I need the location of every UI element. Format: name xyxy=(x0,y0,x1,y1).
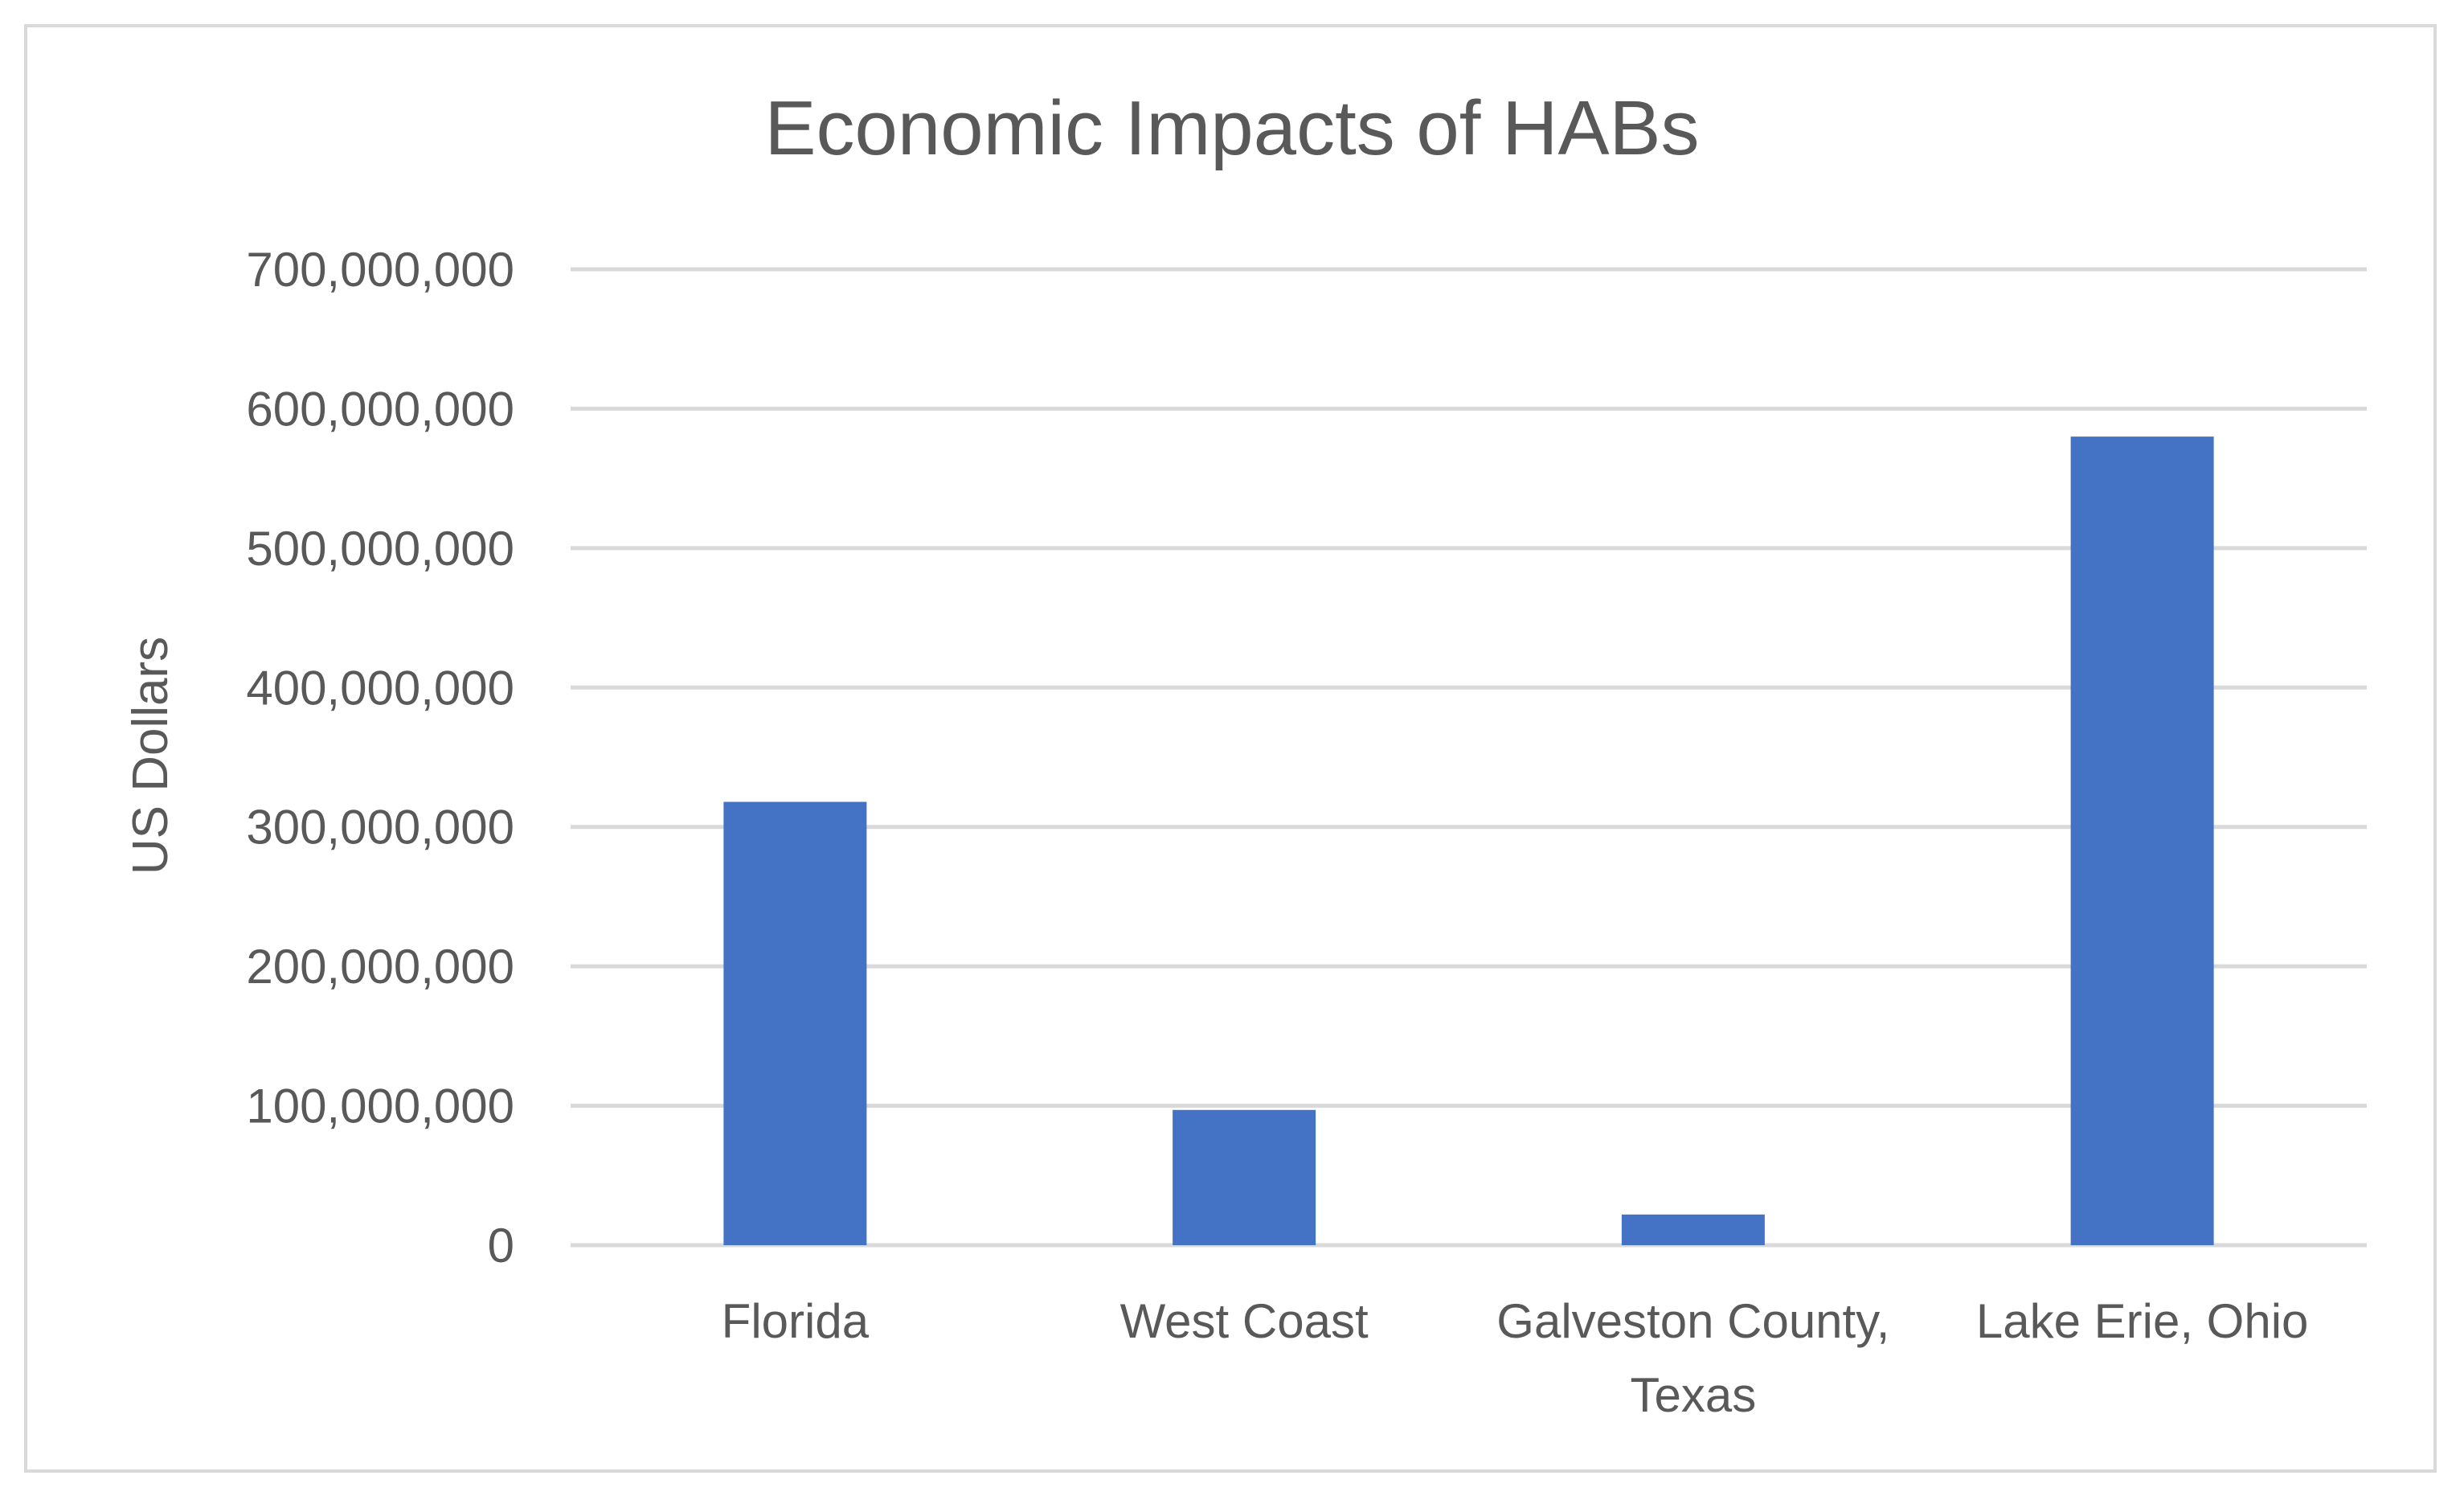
chart-title: Economic Impacts of HABs xyxy=(764,85,1699,171)
x-tick-label: West Coast xyxy=(1120,1294,1369,1348)
y-tick-label: 100,000,000 xyxy=(246,1080,514,1133)
x-tick-label: Florida xyxy=(722,1294,870,1348)
bar xyxy=(1621,1214,1765,1245)
x-axis-ticks: Florida West Coast Galveston County, Texas L… xyxy=(722,1294,2309,1422)
x-tick-label: Lake Erie, Ohio xyxy=(1976,1294,2309,1348)
bars xyxy=(723,436,2214,1245)
y-tick-label: 0 xyxy=(488,1219,514,1273)
y-axis-ticks: 0 100,000,000 200,000,000 300,000,000 400,00… xyxy=(246,243,514,1273)
x-tick-label: Galveston County, Texas xyxy=(1496,1294,1889,1422)
bar xyxy=(2070,436,2214,1245)
y-tick-label: 400,000,000 xyxy=(246,661,514,715)
y-axis-label: US Dollars xyxy=(123,637,178,875)
y-tick-label: 600,000,000 xyxy=(246,382,514,436)
y-tick-label: 700,000,000 xyxy=(246,243,514,297)
y-tick-label: 500,000,000 xyxy=(246,522,514,576)
bar xyxy=(1173,1109,1316,1245)
y-tick-label: 300,000,000 xyxy=(246,801,514,855)
gridlines xyxy=(571,267,2367,1248)
bar xyxy=(723,801,867,1245)
y-tick-label: 200,000,000 xyxy=(246,940,514,994)
